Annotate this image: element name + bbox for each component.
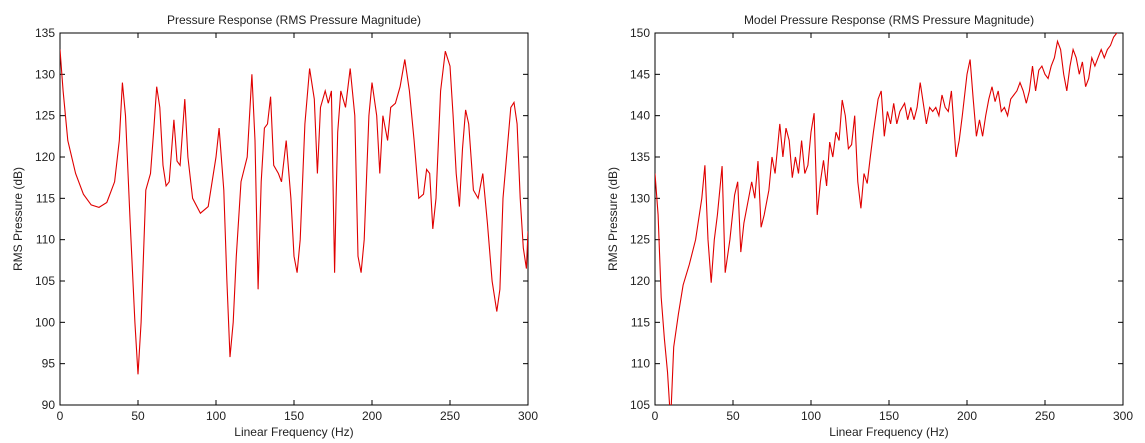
y-axis-label: RMS Pressure (dB) bbox=[606, 167, 620, 271]
x-axis-label: Linear Frequency (Hz) bbox=[234, 425, 353, 439]
y-tick-label: 100 bbox=[35, 315, 55, 329]
x-tick-label: 250 bbox=[440, 409, 460, 423]
chart-title: Model Pressure Response (RMS Pressure Ma… bbox=[744, 13, 1034, 27]
x-tick-label: 250 bbox=[1035, 409, 1055, 423]
y-tick-label: 95 bbox=[42, 357, 56, 371]
x-tick-label: 50 bbox=[131, 409, 145, 423]
data-line bbox=[655, 33, 1118, 405]
x-tick-label: 150 bbox=[284, 409, 304, 423]
x-tick-label: 0 bbox=[652, 409, 659, 423]
y-axis-label: RMS Pressure (dB) bbox=[11, 167, 25, 271]
y-tick-label: 115 bbox=[631, 315, 650, 329]
y-tick-label: 145 bbox=[630, 67, 650, 81]
y-tick-label: 110 bbox=[36, 233, 55, 247]
y-tick-label: 135 bbox=[35, 26, 55, 40]
x-axis-label: Linear Frequency (Hz) bbox=[829, 425, 948, 439]
x-tick-label: 150 bbox=[879, 409, 899, 423]
y-tick-label: 140 bbox=[630, 109, 650, 123]
x-tick-label: 100 bbox=[206, 409, 226, 423]
data-line bbox=[60, 49, 528, 375]
x-tick-label: 200 bbox=[957, 409, 977, 423]
y-tick-label: 110 bbox=[631, 357, 650, 371]
y-tick-label: 115 bbox=[36, 191, 55, 205]
y-tick-label: 130 bbox=[630, 191, 650, 205]
x-tick-label: 50 bbox=[726, 409, 740, 423]
y-tick-label: 120 bbox=[630, 274, 650, 288]
x-tick-label: 100 bbox=[801, 409, 821, 423]
y-tick-label: 150 bbox=[630, 26, 650, 40]
chart-title: Pressure Response (RMS Pressure Magnitud… bbox=[167, 13, 421, 27]
y-tick-label: 105 bbox=[630, 398, 650, 412]
x-tick-label: 300 bbox=[518, 409, 538, 423]
y-tick-label: 90 bbox=[42, 398, 56, 412]
x-tick-label: 300 bbox=[1113, 409, 1133, 423]
chart-panel: 0 50 100 150 200 250 300 105 110 115 120 125 130 135 1… bbox=[606, 13, 1133, 439]
y-tick-label: 105 bbox=[35, 274, 55, 288]
x-tick-label: 200 bbox=[362, 409, 382, 423]
y-tick-label: 130 bbox=[35, 67, 55, 81]
x-tick-label: 0 bbox=[57, 409, 64, 423]
y-tick-label: 135 bbox=[630, 150, 650, 164]
plot-area bbox=[59, 32, 529, 406]
y-tick-label: 120 bbox=[35, 150, 55, 164]
plot-area bbox=[654, 32, 1124, 406]
chart-panel: 0 50 100 150 200 250 300 90 95 100 105 110 115 120 125… bbox=[11, 13, 538, 439]
y-tick-label: 125 bbox=[35, 109, 55, 123]
y-tick-label: 125 bbox=[630, 233, 650, 247]
